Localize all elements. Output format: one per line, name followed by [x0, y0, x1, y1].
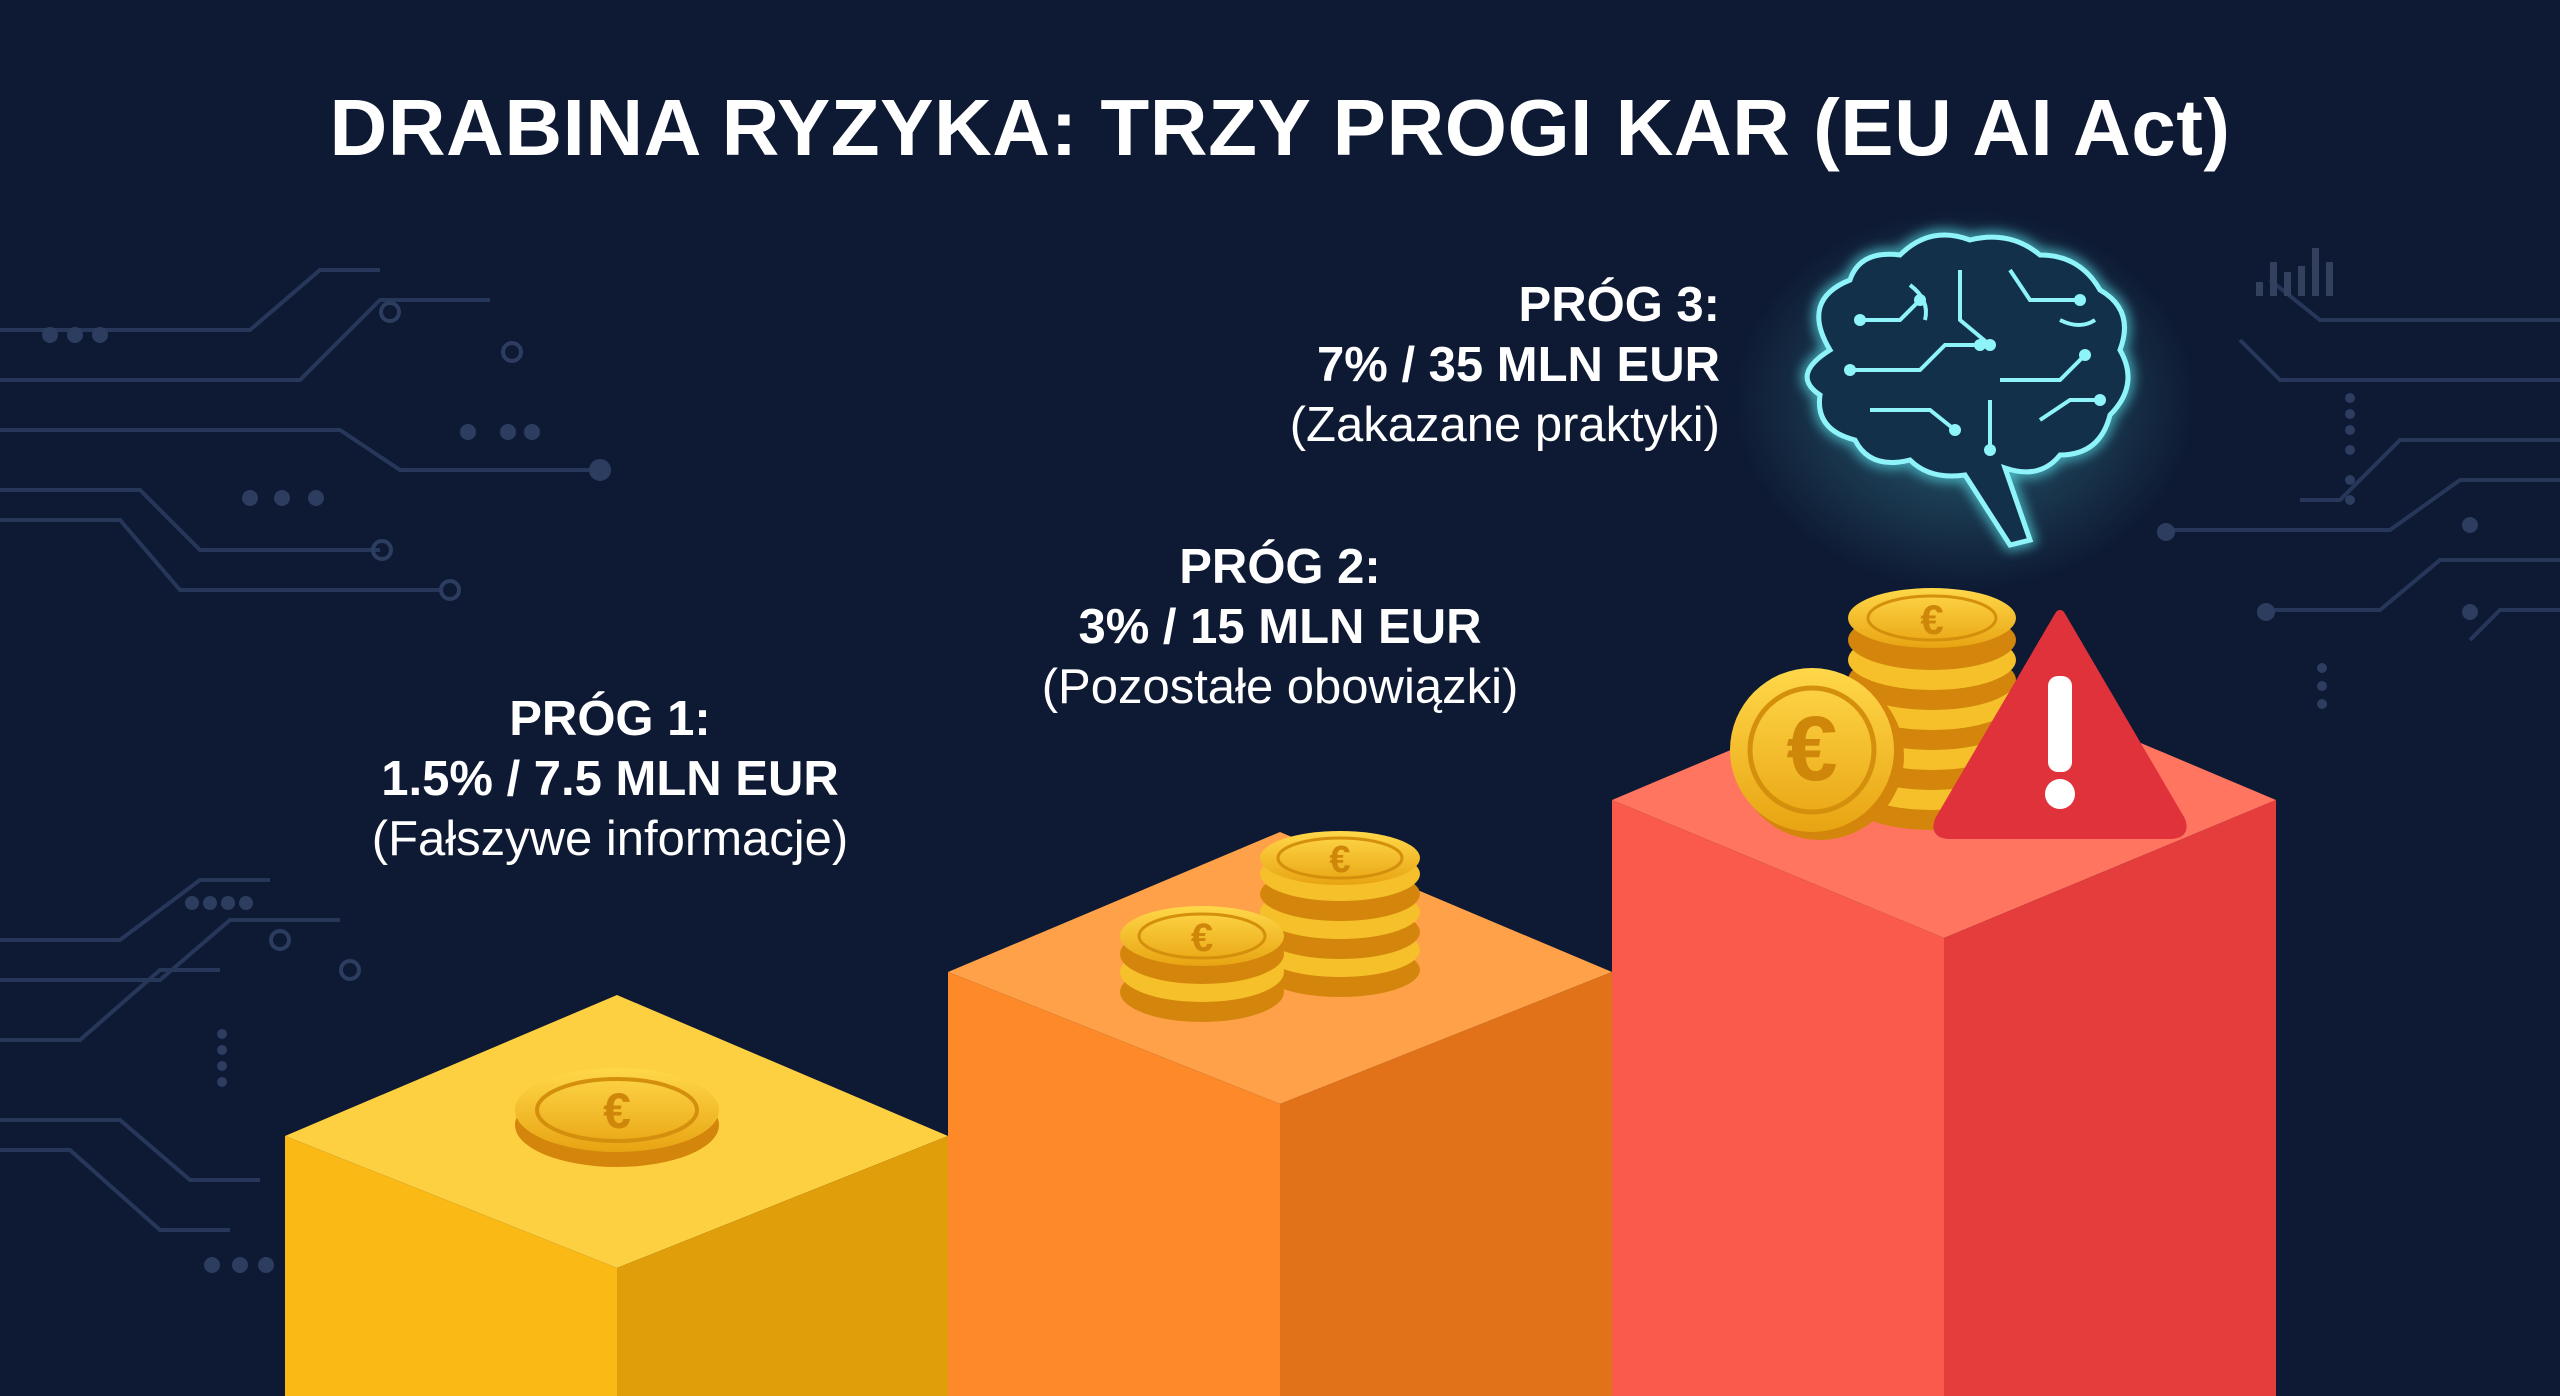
svg-text:€: € [1786, 698, 1837, 800]
tier-3-description: (Zakazane praktyki) [1289, 397, 1720, 452]
euro-coin-icon: € [515, 1068, 719, 1167]
circuit-nodes-left [42, 301, 611, 1273]
svg-text:€: € [1191, 916, 1213, 960]
svg-text:€: € [1920, 596, 1943, 643]
circuit-lines-left [0, 268, 590, 1232]
tier-3-penalty: 7% / 35 MLN EUR [1317, 337, 1720, 392]
tier-1-block [285, 995, 948, 1396]
svg-text:€: € [1329, 839, 1350, 881]
tier-2-penalty: 3% / 15 MLN EUR [1078, 599, 1482, 654]
bar-chart-icon [2256, 248, 2333, 296]
circuit-brain-icon [1735, 210, 2195, 590]
tier-2-description: (Pozostałe obowiązki) [1041, 659, 1519, 714]
circuit-nodes-right [2157, 393, 2478, 709]
tier-3-label: PRÓG 3: 7% / 35 MLN EUR (Zakazane prakty… [1120, 276, 1720, 455]
tier-2-heading: PRÓG 2: [1179, 540, 1381, 594]
circuit-lines-right [2170, 278, 2560, 642]
tier-1-description: (Fałszywe informacje) [371, 811, 849, 866]
tier-1-heading: PRÓG 1: [509, 692, 711, 746]
tier-3-heading: PRÓG 3: [1518, 278, 1720, 332]
coin-stack-icon: € € [1120, 831, 1420, 1022]
tier-1-label: PRÓG 1: 1.5% / 7.5 MLN EUR (Fałszywe inf… [310, 690, 910, 869]
svg-text:€: € [603, 1083, 631, 1139]
page-title: DRABINA RYZYKA: TRZY PROGI KAR (EU AI Ac… [329, 83, 2231, 172]
tier-2-label: PRÓG 2: 3% / 15 MLN EUR (Pozostałe obowi… [980, 538, 1580, 717]
euro-coin-icon: € [1730, 668, 1904, 840]
warning-triangle-icon [1933, 610, 2187, 839]
tier-1-penalty: 1.5% / 7.5 MLN EUR [381, 751, 839, 806]
